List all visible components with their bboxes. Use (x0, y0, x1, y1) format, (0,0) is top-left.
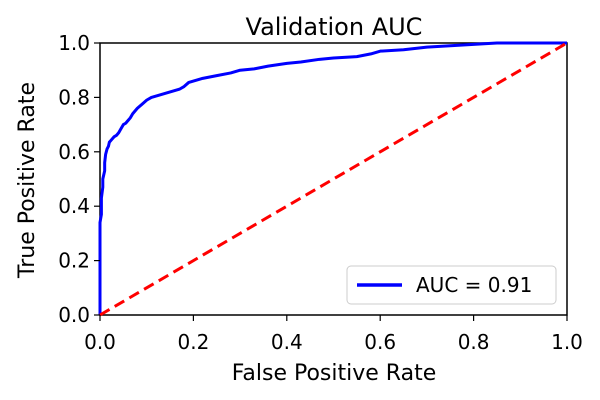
y-tick-label: 1.0 (58, 31, 90, 55)
legend-box (346, 265, 557, 305)
chance-diagonal-line (99, 41, 568, 317)
plot-frame (99, 42, 568, 316)
x-tick-label: 0.8 (458, 330, 490, 354)
x-tick-label: 0.0 (84, 330, 116, 354)
y-axis-ticks: 0.0 0.2 0.4 0.6 0.8 1.0 (58, 31, 100, 327)
roc-curve-line (98, 41, 567, 315)
legend-label: AUC = 0.91 (416, 273, 532, 297)
y-tick-label: 0.4 (58, 194, 90, 218)
plot-area (98, 41, 568, 317)
x-axis-ticks: 0.0 0.2 0.4 0.6 0.8 1.0 (84, 315, 583, 354)
y-tick-label: 0.8 (58, 85, 90, 109)
x-tick-label: 1.0 (551, 330, 583, 354)
series-layer (98, 41, 568, 317)
x-tick-label: 0.6 (364, 330, 396, 354)
y-tick-label: 0.0 (58, 303, 90, 327)
x-axis-title: False Positive Rate (232, 361, 436, 386)
x-tick-label: 0.4 (271, 330, 303, 354)
y-tick-label: 0.6 (58, 140, 90, 164)
y-axis-title: True Positive Rate (15, 82, 40, 279)
chart-title: Validation AUC (246, 13, 423, 41)
y-tick-label: 0.2 (58, 249, 90, 273)
x-tick-label: 0.2 (177, 330, 209, 354)
legend: AUC = 0.91 (346, 265, 557, 305)
